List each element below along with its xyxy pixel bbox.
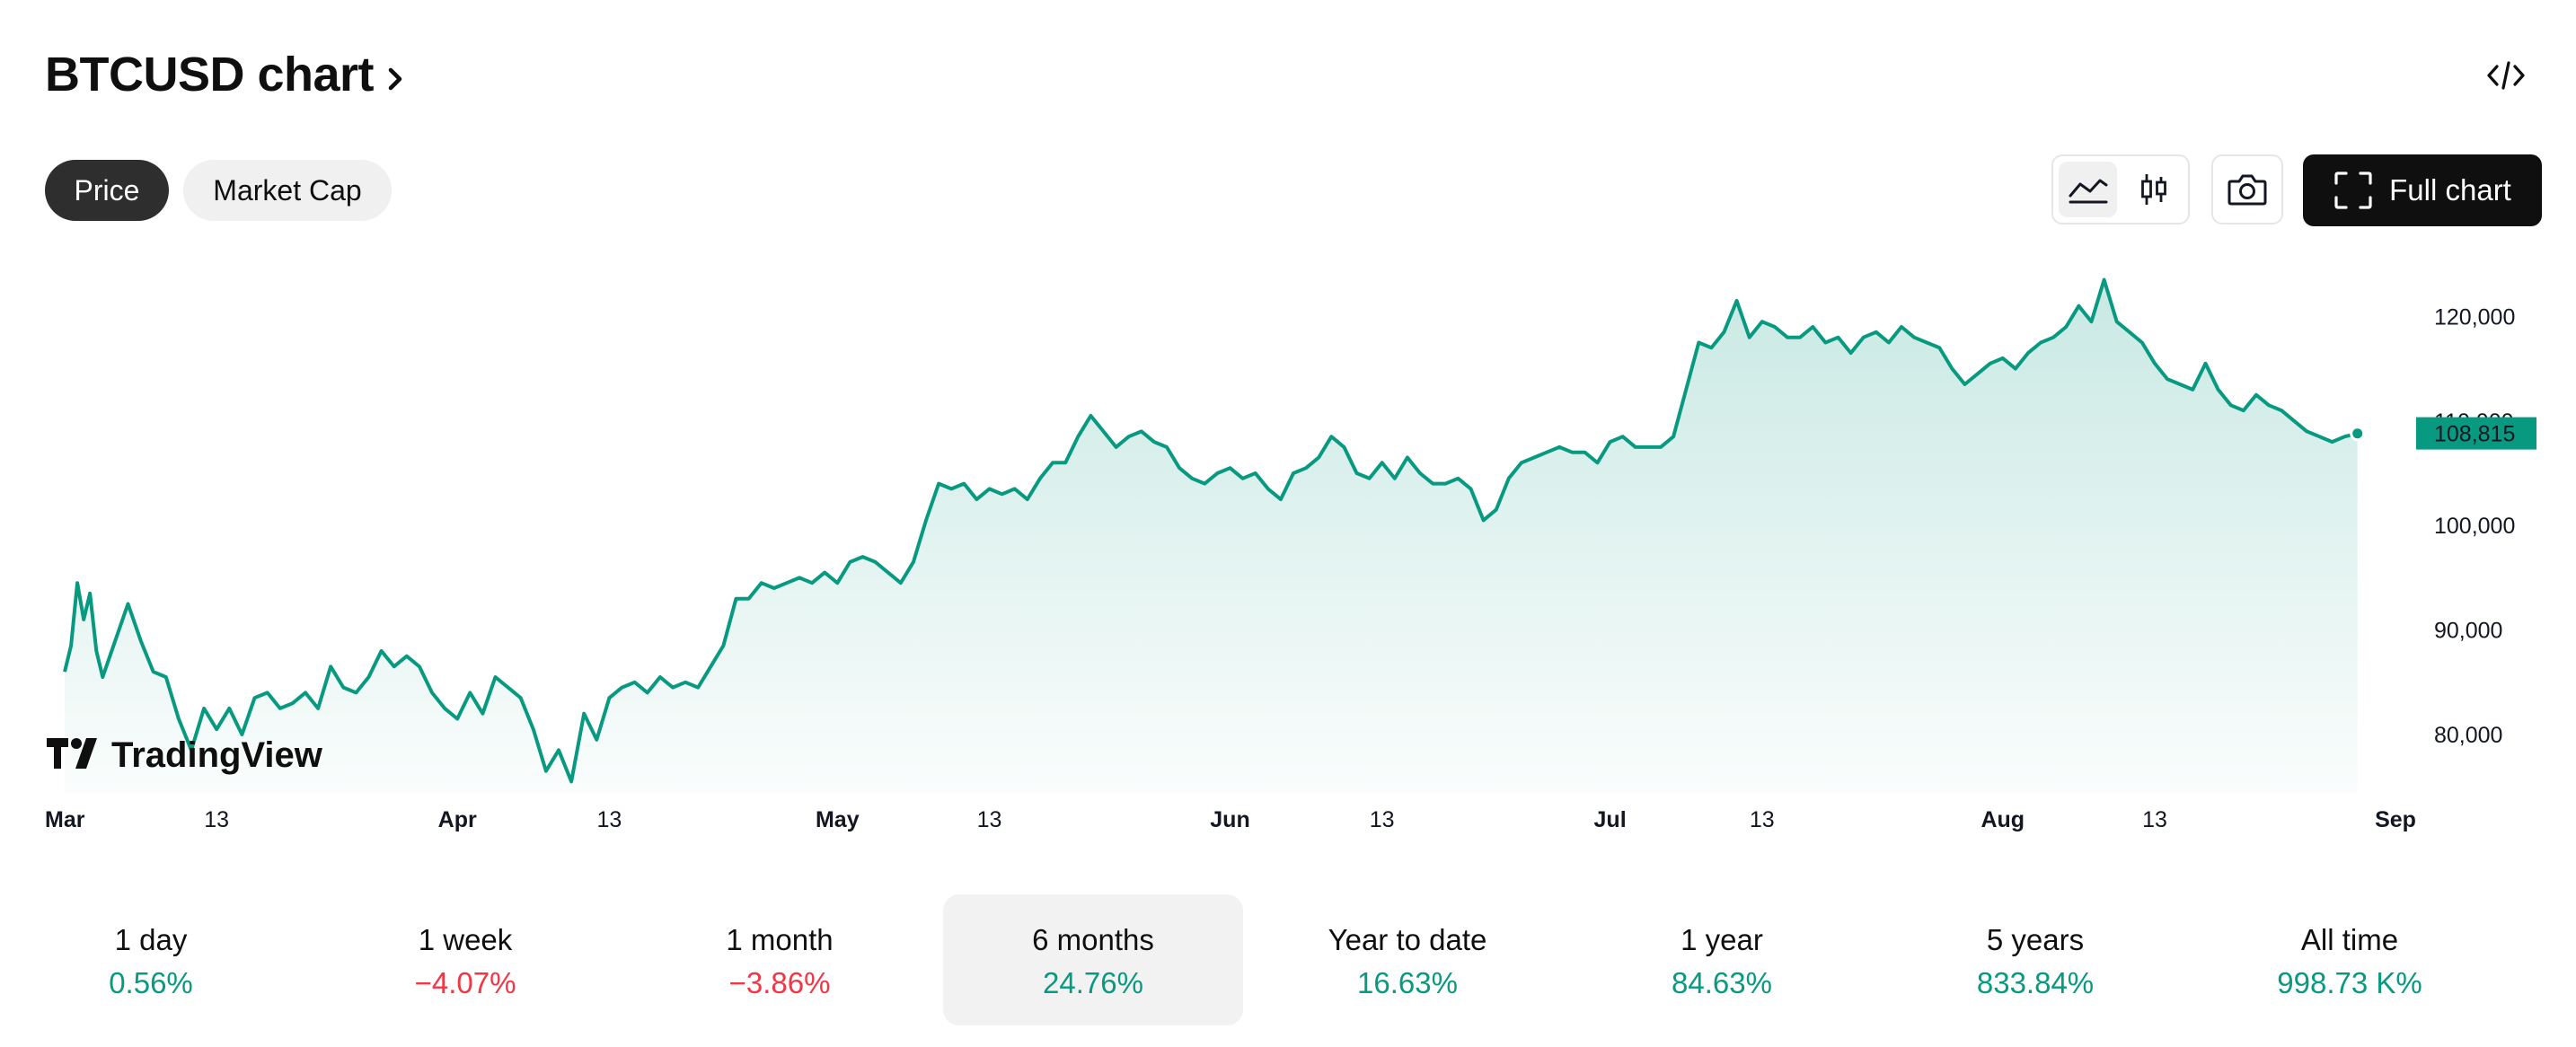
period-label: 1 month	[726, 923, 834, 956]
fullscreen-icon	[2334, 172, 2372, 209]
period-1-week[interactable]: 1 week −4.07%	[315, 894, 615, 1025]
tab-price-label: Price	[74, 173, 140, 207]
price-line	[63, 277, 2359, 784]
period-change-value: −3.86%	[728, 966, 831, 999]
tradingview-logo-icon	[47, 738, 97, 769]
full-chart-button[interactable]: Full chart	[2303, 154, 2542, 226]
last-price-dot	[2350, 426, 2366, 442]
y-tick-label: 90,000	[2434, 619, 2502, 644]
area-chart-icon	[2069, 179, 2107, 204]
y-tick-label: 120,000	[2434, 304, 2515, 330]
period-label: All time	[2300, 923, 2399, 956]
embed-code-button[interactable]	[2481, 54, 2531, 97]
period-1-month[interactable]: 1 month −3.86%	[630, 894, 930, 1025]
period-change-value: −4.07%	[414, 966, 516, 999]
period-selector: 1 day 0.56% 1 week −4.07% 1 month −3.86% 6 mon…	[45, 894, 2542, 1025]
page-title: BTCUSD chart	[45, 48, 375, 101]
x-tick-day-label: 13	[977, 807, 1002, 832]
period-label: 1 year	[1681, 923, 1763, 956]
area-chart-button[interactable]	[2059, 162, 2117, 217]
period-change-value: 24.76%	[1043, 966, 1143, 999]
period-1-year[interactable]: 1 year 84.63%	[1572, 894, 1872, 1025]
y-tick-label: 100,000	[2434, 514, 2515, 539]
x-tick-month-label: Jul	[1594, 807, 1627, 832]
x-tick-month-label: Mar	[45, 807, 85, 832]
x-tick-month-label: May	[816, 807, 860, 832]
x-tick-day-label: 13	[596, 807, 622, 832]
last-price-label: 108,815	[2416, 417, 2536, 450]
tab-market-cap-label: Market Cap	[213, 173, 362, 207]
period-label: 1 day	[114, 923, 188, 956]
x-axis: Mar 13 Apr 13 May 13 Jun 13 Jul 13 Aug 13 Sep	[45, 807, 2416, 832]
chart-type-toggle	[2051, 154, 2190, 224]
period-label: 5 years	[1986, 923, 2085, 956]
period-year-to-date[interactable]: Year to date 16.63%	[1257, 894, 1557, 1025]
tradingview-watermark[interactable]: TradingView	[47, 735, 323, 775]
code-icon	[2487, 61, 2525, 90]
period-change-value: 833.84%	[1976, 966, 2095, 999]
x-tick-month-label: Sep	[2375, 807, 2416, 832]
last-price-text: 108,815	[2434, 422, 2515, 447]
camera-icon	[2228, 174, 2267, 206]
candlestick-chart-button[interactable]	[2124, 162, 2183, 217]
period-label: Year to date	[1328, 923, 1487, 956]
period-label: 6 months	[1032, 923, 1154, 956]
period-5-years[interactable]: 5 years 833.84%	[1885, 894, 2185, 1025]
period-all-time[interactable]: All time 998.73 K%	[2200, 894, 2500, 1025]
x-tick-month-label: Jun	[1210, 807, 1249, 832]
period-change-value: 998.73 K%	[2277, 966, 2422, 999]
candlestick-icon	[2140, 174, 2166, 205]
chart-title-link[interactable]: BTCUSD chart	[45, 47, 410, 102]
tab-price[interactable]: Price	[45, 160, 169, 221]
y-tick-label: 80,000	[2434, 723, 2502, 748]
x-tick-day-label: 13	[1370, 807, 1395, 832]
period-label: 1 week	[418, 923, 513, 956]
x-tick-month-label: Apr	[438, 807, 477, 832]
price-area-fill	[65, 279, 2358, 793]
tab-market-cap[interactable]: Market Cap	[183, 160, 392, 221]
period-change-value: 84.63%	[1672, 966, 1772, 999]
x-tick-day-label: 13	[204, 807, 229, 832]
snapshot-button[interactable]	[2211, 154, 2283, 224]
x-tick-day-label: 13	[2142, 807, 2167, 832]
period-1-day[interactable]: 1 day 0.56%	[1, 894, 301, 1025]
chevron-right-icon	[388, 67, 402, 91]
tradingview-wordmark: TradingView	[111, 735, 323, 775]
x-tick-month-label: Aug	[1981, 807, 2025, 832]
period-change-value: 0.56%	[109, 966, 193, 999]
period-change-value: 16.63%	[1357, 966, 1458, 999]
x-tick-day-label: 13	[1750, 807, 1775, 832]
period-6-months[interactable]: 6 months 24.76%	[943, 894, 1243, 1025]
full-chart-label: Full chart	[2389, 173, 2511, 207]
